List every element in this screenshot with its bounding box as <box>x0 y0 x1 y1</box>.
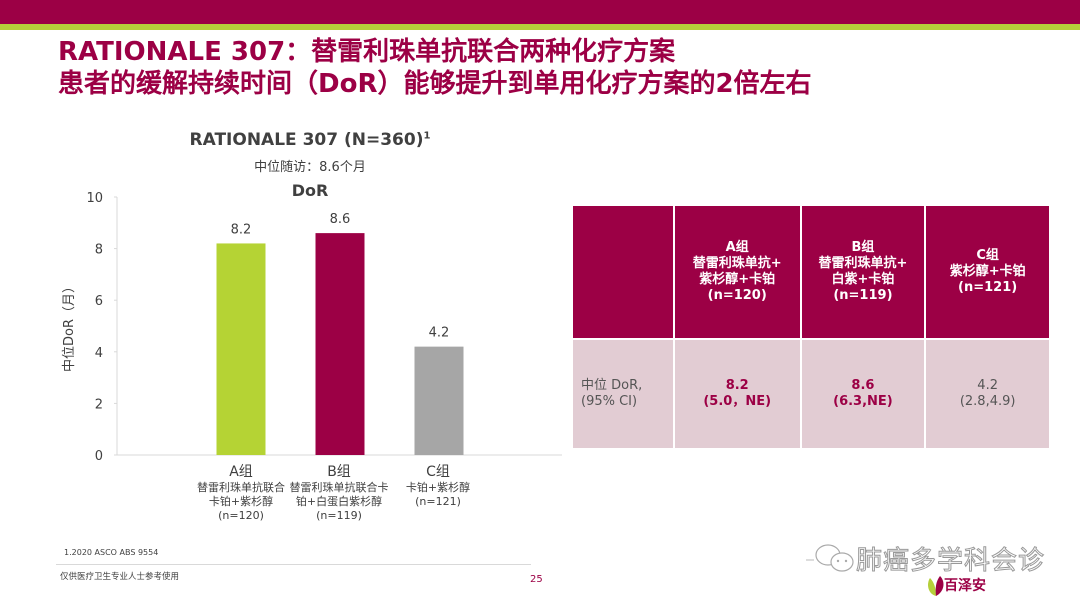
category-group: A组 <box>229 464 253 480</box>
bar-c <box>414 346 464 455</box>
y-tick-label: 8 <box>95 243 103 258</box>
category-n: (n=120) <box>218 509 264 522</box>
table-header-line: 白紫+卡铂 <box>831 272 895 287</box>
category-label-c: C组 卡铂+紫杉醇 (n=121) <box>383 464 493 509</box>
cell-ci: (2.8,4.9) <box>959 394 1016 409</box>
table-header-b: B组 替雷利珠单抗+ 白紫+卡铂 (n=119) <box>799 204 927 340</box>
watermark-text: 肺癌多学科会诊 <box>855 546 1046 577</box>
row-label-line: 中位 DoR, <box>581 378 643 393</box>
table-cell-b: 8.6 (6.3,NE) <box>799 338 927 450</box>
chart-title: RATIONALE 307 (N=360)1 <box>160 130 460 150</box>
category-desc-line: 卡铂+紫杉醇 <box>208 495 274 508</box>
category-label-a: A组 替雷利珠单抗联合 卡铂+紫杉醇 (n=120) <box>186 464 296 523</box>
chart-title-text: RATIONALE 307 (N=360) <box>189 130 424 150</box>
table-header-line: 紫杉醇+卡铂 <box>699 272 776 287</box>
category-group: C组 <box>426 464 450 480</box>
bar-b <box>315 233 365 455</box>
row-label-line: (95% CI) <box>581 394 638 409</box>
slide-title: RATIONALE 307：替雷利珠单抗联合两种化疗方案 患者的缓解持续时间（D… <box>58 36 812 100</box>
table-header-row: A组 替雷利珠单抗+ 紫杉醇+卡铂 (n=120) B组 替雷利珠单抗+ 白紫+… <box>571 204 1051 340</box>
chart-title-footnote-mark: 1 <box>423 130 431 142</box>
table-header-c: C组 紫杉醇+卡铂 (n=121) <box>924 204 1051 340</box>
table-header-n: (n=120) <box>707 288 767 303</box>
table-header-group: A组 <box>725 240 749 255</box>
brand-logo-text: 百泽安 <box>944 578 986 594</box>
footer-divider <box>56 564 531 565</box>
table-header-empty <box>571 204 675 340</box>
page-number: 25 <box>530 574 543 585</box>
footer-disclaimer: 仅供医疗卫生专业人士参考使用 <box>60 572 180 582</box>
table-header-group: B组 <box>851 240 875 255</box>
slide-title-line-1: RATIONALE 307：替雷利珠单抗联合两种化疗方案 <box>58 37 676 67</box>
y-tick-label: 10 <box>86 191 103 206</box>
category-desc-line: 替雷利珠单抗联合 <box>197 481 285 494</box>
y-axis-label: 中位DoR（月） <box>62 280 77 372</box>
header-bar <box>0 0 1080 24</box>
cell-value: 8.6 <box>851 378 875 393</box>
table-row-label: 中位 DoR, (95% CI) <box>571 338 675 450</box>
cell-value: 8.2 <box>725 378 749 393</box>
bar-value-label: 4.2 <box>429 326 450 341</box>
table-header-line: (n=121) <box>958 280 1018 295</box>
table-header-line: 替雷利珠单抗+ <box>818 256 908 271</box>
cell-ci: (5.0，NE) <box>703 394 772 409</box>
category-desc-line: 铂+白蛋白紫杉醇 <box>295 495 383 508</box>
brand-logo-icon <box>928 576 944 596</box>
y-tick-label: 6 <box>95 294 103 309</box>
cell-ci: (6.3,NE) <box>833 394 893 409</box>
dor-table: A组 替雷利珠单抗+ 紫杉醇+卡铂 (n=120) B组 替雷利珠单抗+ 白紫+… <box>571 204 1051 450</box>
category-desc-line: (n=121) <box>415 495 461 508</box>
y-tick-label: 0 <box>95 449 103 464</box>
table-header-line: 替雷利珠单抗+ <box>692 256 782 271</box>
category-group: B组 <box>327 464 351 480</box>
table-header-line: 紫杉醇+卡铂 <box>949 264 1026 279</box>
y-tick-label: 4 <box>95 346 103 361</box>
category-label-b: B组 替雷利珠单抗联合卡 铂+白蛋白紫杉醇 (n=119) <box>284 464 394 523</box>
bar-a <box>216 243 266 455</box>
cell-value: 4.2 <box>977 378 998 393</box>
bar-chart: 0 2 4 6 8 10 8.2 8.6 4.2 中位DoR（月） <box>62 191 562 464</box>
category-desc-line: 卡铂+紫杉醇 <box>405 481 471 494</box>
bar-value-label: 8.6 <box>330 212 351 227</box>
bar-value-label: 8.2 <box>231 222 252 237</box>
table-cell-c: 4.2 (2.8,4.9) <box>924 338 1051 450</box>
table-header-group: C组 <box>976 248 999 263</box>
category-desc-line: 替雷利珠单抗联合卡 <box>289 481 389 494</box>
reference-note: 1.2020 ASCO ABS 9554 <box>64 548 159 557</box>
table-row: 中位 DoR, (95% CI) 8.2 (5.0，NE) 8.6 (6.3,N… <box>571 338 1051 450</box>
y-tick-label: 2 <box>95 397 103 412</box>
table-header-n: (n=119) <box>833 288 893 303</box>
table-cell-a: 8.2 (5.0，NE) <box>672 338 802 450</box>
chart-subtitle: 中位随访：8.6个月 <box>254 160 366 175</box>
header-accent-stripe <box>0 24 1080 30</box>
bars: 8.2 8.6 4.2 <box>216 212 464 455</box>
category-n: (n=119) <box>316 509 362 522</box>
wechat-icon <box>806 544 854 572</box>
chart-metric-label: DoR <box>291 181 329 200</box>
slide-title-line-2: 患者的缓解持续时间（DoR）能够提升到单用化疗方案的2倍左右 <box>58 69 812 99</box>
table-header-a: A组 替雷利珠单抗+ 紫杉醇+卡铂 (n=120) <box>672 204 802 340</box>
